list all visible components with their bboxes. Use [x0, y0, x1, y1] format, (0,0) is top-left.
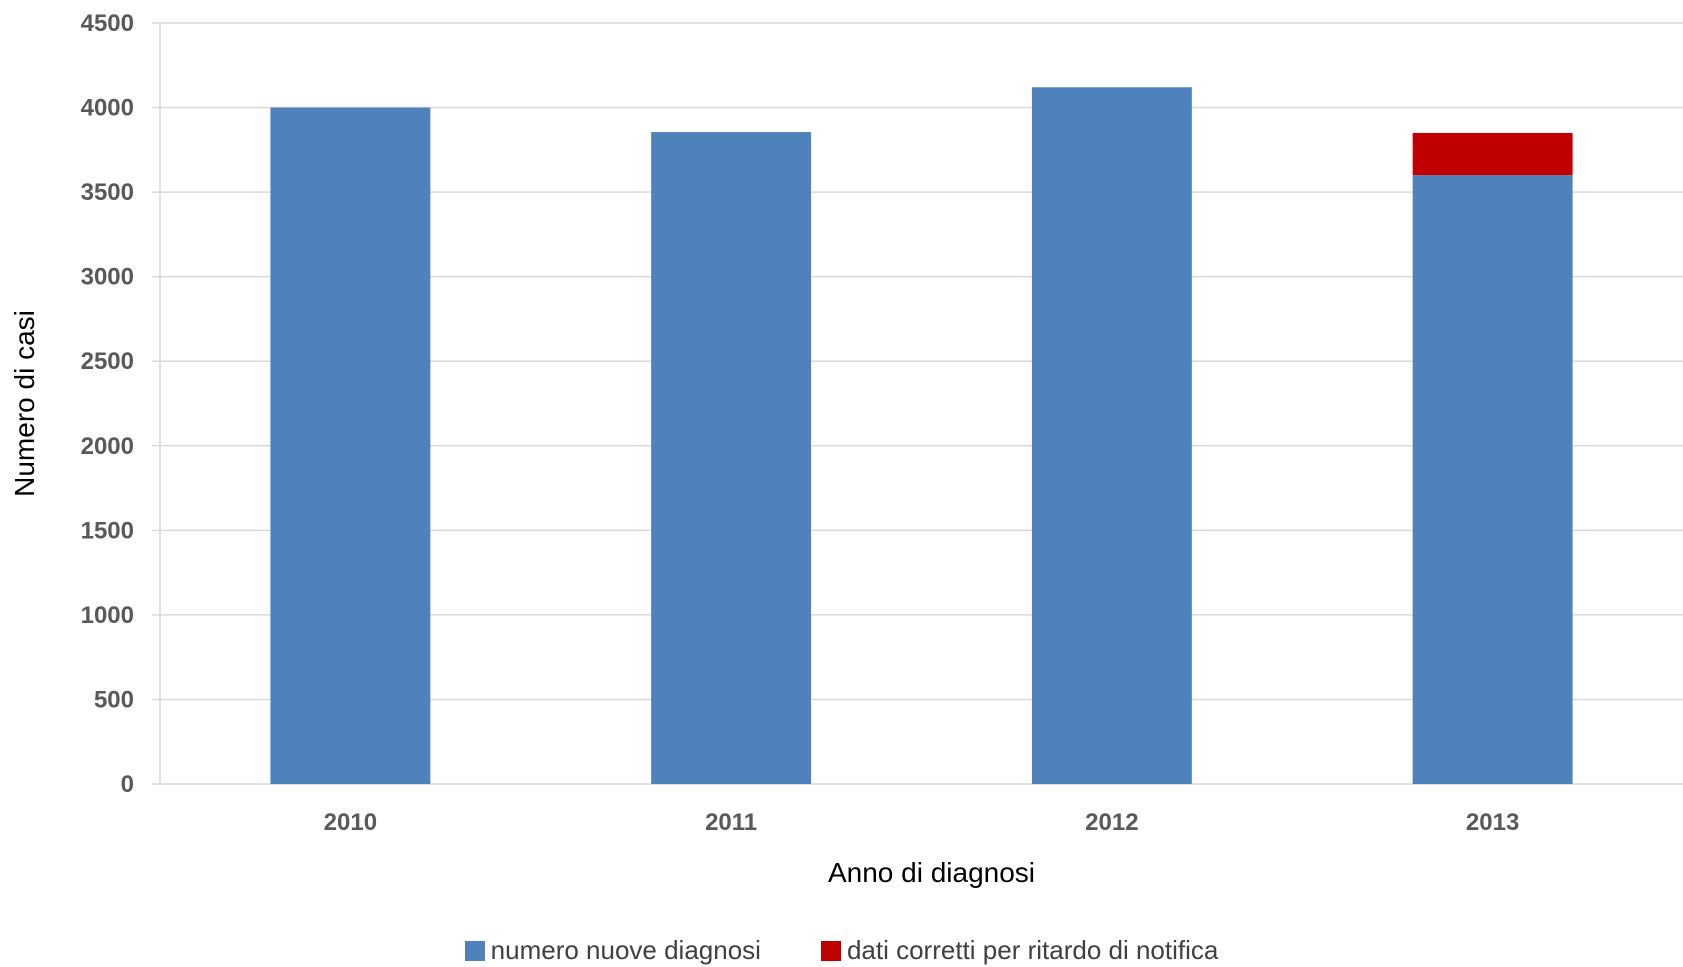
- bar-corrected-data: [1412, 132, 1573, 176]
- y-tick-label: 2000: [81, 433, 134, 460]
- x-tick-label: 2012: [1085, 809, 1138, 836]
- legend-item-new-diagnoses: numero nuove diagnosi: [464, 935, 761, 966]
- x-tick-label: 2011: [705, 809, 757, 836]
- y-tick-label: 1500: [81, 517, 134, 544]
- bars: [270, 87, 1573, 785]
- bar-chart: 0 500 1000 1500 2000 2500 3000 3500 4000 4500 201…: [9, 10, 1683, 888]
- y-axis-ticks: 0 500 1000 1500 2000 2500 3000 3500 4000 4500: [81, 10, 134, 798]
- legend-swatch-red: [820, 940, 841, 961]
- legend-swatch-blue: [464, 940, 485, 961]
- legend: numero nuove diagnosi dati corretti per …: [0, 935, 1683, 966]
- y-tick-label: 2500: [81, 348, 134, 375]
- y-tick-label: 4000: [81, 95, 134, 122]
- x-axis-title: Anno di diagnosi: [828, 857, 1035, 888]
- y-tick-label: 500: [94, 686, 134, 713]
- y-tick-label: 0: [121, 771, 134, 798]
- legend-label: dati corretti per ritardo di notifica: [846, 935, 1219, 965]
- y-tick-label: 1000: [81, 602, 134, 629]
- bar-new-diagnoses: [270, 107, 431, 785]
- x-tick-label: 2013: [1466, 809, 1519, 836]
- y-tick-label: 3500: [81, 179, 134, 206]
- y-axis-title: Numero di casi: [9, 310, 40, 497]
- x-tick-label: 2010: [324, 809, 377, 836]
- bar-new-diagnoses: [1031, 87, 1192, 785]
- legend-item-corrected-data: dati corretti per ritardo di notifica: [820, 935, 1219, 966]
- y-tick-label: 4500: [81, 10, 134, 37]
- legend-label: numero nuove diagnosi: [490, 935, 761, 965]
- y-tick-label: 3000: [81, 264, 134, 291]
- bar-new-diagnoses: [1412, 175, 1573, 784]
- x-axis-ticks: 2010 2011 2012 2013: [324, 809, 1520, 836]
- bar-new-diagnoses: [651, 132, 812, 784]
